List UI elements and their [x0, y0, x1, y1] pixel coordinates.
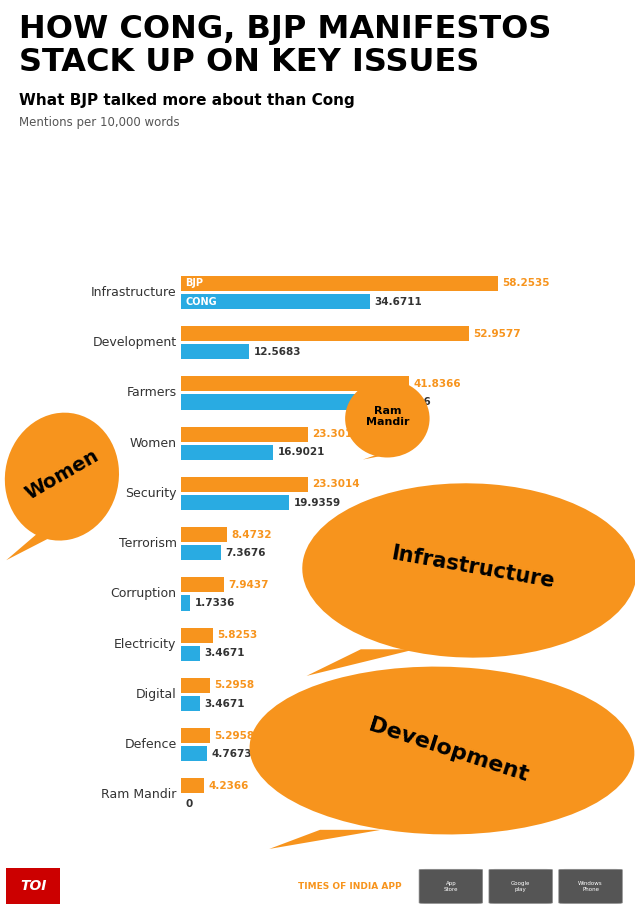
Bar [181, 395, 379, 410]
Ellipse shape [302, 483, 635, 658]
Text: 23.3014: 23.3014 [312, 430, 360, 440]
Text: 5.2958: 5.2958 [214, 731, 254, 741]
Text: CONG: CONG [185, 297, 217, 307]
Bar [181, 527, 227, 542]
Bar [181, 427, 308, 441]
Bar [181, 577, 224, 592]
Text: Corruption: Corruption [110, 588, 177, 601]
Text: 23.3014: 23.3014 [312, 480, 360, 490]
Text: 5.2958: 5.2958 [214, 681, 254, 691]
Text: TIMES OF INDIA APP: TIMES OF INDIA APP [298, 882, 402, 891]
Bar [181, 628, 213, 642]
Text: 1.7336: 1.7336 [195, 598, 235, 608]
Text: TOI: TOI [20, 879, 47, 894]
Text: STACK UP ON KEY ISSUES: STACK UP ON KEY ISSUES [19, 47, 479, 78]
Text: 4.7673: 4.7673 [211, 749, 252, 759]
FancyBboxPatch shape [6, 868, 60, 905]
Text: App
Store: App Store [444, 881, 458, 892]
Text: Electricity: Electricity [114, 638, 177, 651]
Text: Farmers: Farmers [126, 387, 177, 399]
Text: Mentions per 10,000 words: Mentions per 10,000 words [19, 116, 180, 129]
Bar [181, 377, 409, 391]
Text: Security: Security [125, 487, 177, 500]
Text: 41.8366: 41.8366 [413, 379, 460, 389]
Text: 12.5683: 12.5683 [254, 347, 301, 357]
Text: Infrastructure: Infrastructure [91, 286, 177, 299]
Bar [181, 595, 190, 611]
Text: Development: Development [366, 715, 530, 786]
Text: 7.9437: 7.9437 [229, 580, 269, 590]
Bar [181, 746, 207, 762]
Text: 34.6711: 34.6711 [374, 297, 422, 307]
Bar [181, 778, 204, 794]
Text: Digital: Digital [136, 688, 177, 701]
Text: 36.4046: 36.4046 [384, 397, 431, 407]
Text: Terrorism: Terrorism [119, 537, 177, 551]
FancyBboxPatch shape [559, 869, 622, 904]
Bar [181, 326, 469, 341]
Text: 8.4732: 8.4732 [231, 530, 272, 540]
Bar [181, 545, 221, 561]
Text: Infrastructure: Infrastructure [390, 543, 556, 592]
Bar [181, 728, 210, 743]
Ellipse shape [345, 379, 429, 458]
Text: Defence: Defence [124, 738, 177, 752]
FancyBboxPatch shape [419, 869, 483, 904]
Text: 7.3676: 7.3676 [225, 548, 266, 558]
Text: What BJP talked more about than Cong: What BJP talked more about than Cong [19, 93, 355, 107]
Text: Windows
Phone: Windows Phone [578, 881, 603, 892]
Text: BJP: BJP [185, 278, 203, 288]
Ellipse shape [250, 667, 634, 834]
Polygon shape [6, 529, 68, 561]
Bar [181, 294, 370, 309]
Text: FOR MORE  INFOGRAPHICS DOWNLOAD: FOR MORE INFOGRAPHICS DOWNLOAD [73, 882, 251, 891]
Text: 5.8253: 5.8253 [217, 631, 257, 640]
Bar [181, 646, 200, 661]
Text: 3.4671: 3.4671 [204, 699, 244, 709]
Polygon shape [269, 830, 381, 849]
Bar [181, 445, 273, 460]
Text: 0: 0 [185, 799, 192, 809]
Text: Ram Mandir: Ram Mandir [101, 788, 177, 802]
Text: Development: Development [93, 336, 177, 349]
Bar [181, 696, 200, 711]
Text: HOW CONG, BJP MANIFESTOS: HOW CONG, BJP MANIFESTOS [19, 14, 551, 45]
Text: Women: Women [130, 437, 177, 450]
Bar [181, 495, 290, 511]
Bar [181, 276, 498, 291]
Text: 3.4671: 3.4671 [204, 648, 244, 658]
Ellipse shape [5, 412, 119, 541]
Text: 19.9359: 19.9359 [294, 498, 341, 508]
Text: 58.2535: 58.2535 [502, 278, 550, 288]
Text: 4.2366: 4.2366 [208, 781, 249, 791]
Bar [181, 477, 308, 492]
Bar [181, 344, 250, 359]
Bar [181, 678, 210, 693]
Polygon shape [307, 650, 415, 676]
Text: Google
play: Google play [511, 881, 530, 892]
FancyBboxPatch shape [489, 869, 552, 904]
Text: 52.9577: 52.9577 [474, 329, 521, 339]
Text: 16.9021: 16.9021 [277, 448, 324, 457]
Text: Ram
Mandir: Ram Mandir [366, 406, 409, 428]
Text: Women: Women [22, 447, 102, 503]
Polygon shape [363, 453, 394, 460]
